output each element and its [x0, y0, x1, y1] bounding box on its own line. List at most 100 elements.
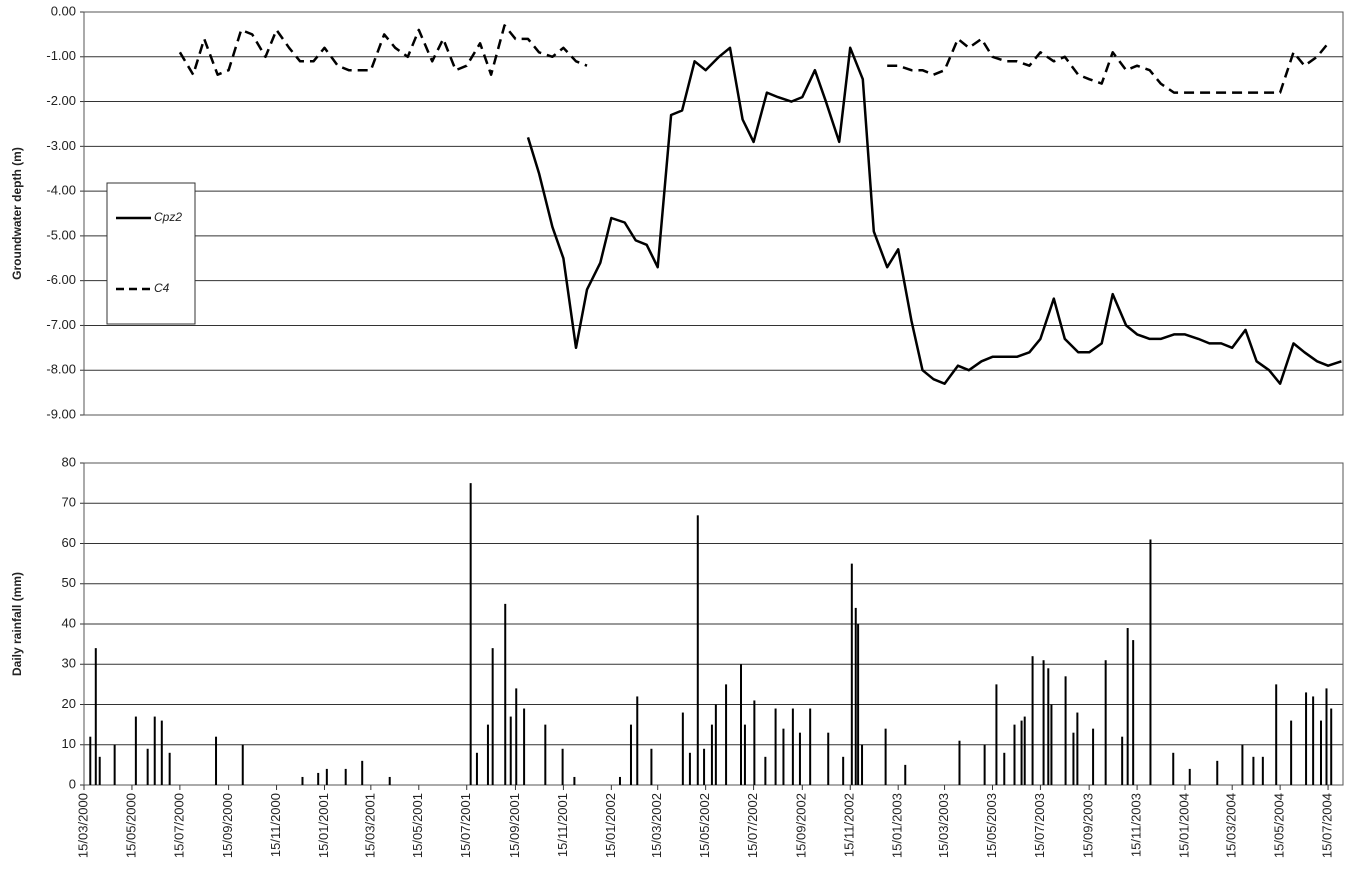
legend-label: C4 — [154, 281, 170, 295]
bar — [857, 624, 860, 785]
bar — [168, 752, 171, 785]
bar — [475, 752, 478, 785]
bar — [113, 744, 116, 785]
y-tick-label: 20 — [62, 696, 76, 711]
bar — [1064, 676, 1067, 785]
bar — [710, 724, 713, 785]
bar — [515, 688, 518, 785]
x-tick-label: 15/05/2001 — [410, 793, 425, 858]
x-tick-label: 15/07/2002 — [745, 793, 760, 858]
bar — [1305, 692, 1308, 785]
bar — [703, 748, 706, 785]
bar — [1172, 752, 1175, 785]
y-axis-title: Daily rainfall (mm) — [10, 572, 24, 676]
y-tick-label: -7.00 — [46, 317, 76, 332]
y-tick-label: 60 — [62, 535, 76, 550]
bar — [740, 664, 743, 785]
bar — [798, 732, 801, 785]
bar — [904, 764, 907, 785]
bar — [98, 756, 101, 785]
y-tick-label: -2.00 — [46, 93, 76, 108]
x-tick-label: 15/03/2003 — [936, 793, 951, 858]
y-tick-label: -6.00 — [46, 272, 76, 287]
bar — [89, 736, 92, 785]
bar — [361, 760, 364, 785]
bar — [629, 724, 632, 785]
bar — [688, 752, 691, 785]
plot-frame — [83, 11, 1344, 416]
bar — [134, 716, 137, 785]
x-tick-label: 15/05/2002 — [697, 793, 712, 858]
bar — [1319, 720, 1322, 785]
bar — [1076, 712, 1079, 785]
bar — [469, 483, 472, 785]
y-tick-label: 50 — [62, 575, 76, 590]
bar — [523, 708, 526, 785]
bar — [544, 724, 547, 785]
y-tick-label: -4.00 — [46, 183, 76, 198]
bar — [1188, 768, 1191, 785]
bar — [1132, 640, 1135, 785]
x-tick-label: 15/03/2001 — [362, 793, 377, 858]
bar — [509, 716, 512, 785]
bar — [344, 768, 347, 785]
bar — [317, 772, 320, 785]
x-tick-label: 15/03/2002 — [649, 793, 664, 858]
bar — [854, 607, 857, 785]
x-tick-label: 15/03/2004 — [1224, 793, 1239, 858]
legend-label: Cpz2 — [154, 210, 182, 224]
y-tick-label: 30 — [62, 656, 76, 671]
bar — [1330, 708, 1333, 785]
y-tick-label: -8.00 — [46, 362, 76, 377]
bar — [1325, 688, 1328, 785]
bar — [884, 728, 887, 785]
y-tick-label: -3.00 — [46, 138, 76, 153]
x-tick-label: 15/09/2000 — [220, 793, 235, 858]
bar — [504, 603, 507, 785]
y-tick-label: 0 — [69, 776, 76, 791]
x-tick-label: 15/07/2001 — [458, 793, 473, 858]
bar — [782, 728, 785, 785]
bar — [809, 708, 812, 785]
bar — [791, 708, 794, 785]
x-tick-label: 15/09/2002 — [794, 793, 809, 858]
bar — [1149, 539, 1152, 785]
bar — [636, 696, 639, 785]
x-tick-label: 15/11/2001 — [555, 793, 570, 857]
bar — [958, 740, 961, 785]
plot-frame — [83, 462, 1344, 786]
x-tick-label: 15/05/2000 — [123, 793, 138, 858]
bar — [983, 744, 986, 785]
x-tick-label: 15/09/2001 — [507, 793, 522, 858]
bar — [1031, 656, 1034, 785]
bar — [743, 724, 746, 785]
bar — [1121, 736, 1124, 785]
bar — [650, 748, 653, 785]
series-line — [178, 24, 1330, 94]
bar — [753, 700, 756, 785]
bar — [1023, 716, 1026, 785]
bar — [827, 732, 830, 785]
bar — [573, 776, 576, 785]
bar — [388, 776, 391, 785]
x-tick-label: 15/11/2002 — [842, 793, 857, 857]
bar — [1216, 760, 1219, 785]
bar — [1252, 756, 1255, 785]
legend-frame — [106, 182, 196, 325]
bar — [146, 748, 149, 785]
bar — [696, 515, 699, 785]
y-tick-label: 70 — [62, 495, 76, 510]
bar — [1261, 756, 1264, 785]
x-tick-label: 15/01/2003 — [890, 793, 905, 858]
bar — [995, 684, 998, 785]
bar — [842, 756, 845, 785]
x-tick-label: 15/05/2003 — [984, 793, 999, 858]
x-tick-label: 15/11/2000 — [268, 793, 283, 857]
bar — [1072, 732, 1075, 785]
bar — [850, 563, 853, 785]
x-tick-label: 15/03/2000 — [75, 793, 90, 858]
bar — [1126, 628, 1129, 785]
bar — [1050, 704, 1053, 785]
bar — [1003, 752, 1006, 785]
bar — [1104, 660, 1107, 785]
